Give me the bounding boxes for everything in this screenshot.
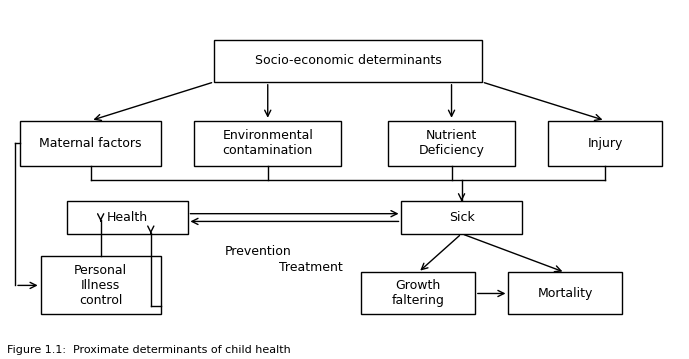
Text: Prevention: Prevention — [225, 245, 291, 258]
Bar — [21, 121, 161, 166]
Text: Nutrient
Deficiency: Nutrient Deficiency — [419, 129, 484, 157]
Text: Injury: Injury — [588, 137, 623, 150]
Text: Sick: Sick — [449, 211, 475, 224]
Text: Personal
Illness
control: Personal Illness control — [74, 264, 127, 307]
Bar — [508, 272, 622, 314]
Bar — [41, 256, 161, 314]
Text: Maternal factors: Maternal factors — [39, 137, 142, 150]
Bar — [388, 121, 515, 166]
Text: Treatment: Treatment — [279, 261, 343, 274]
Bar — [402, 201, 522, 234]
Text: Environmental
contamination: Environmental contamination — [223, 129, 313, 157]
Text: Growth
faltering: Growth faltering — [391, 280, 444, 307]
Bar — [214, 40, 482, 82]
Text: Socio-economic determinants: Socio-economic determinants — [254, 54, 442, 67]
Text: Health: Health — [107, 211, 148, 224]
Text: Figure 1.1:  Proximate determinants of child health: Figure 1.1: Proximate determinants of ch… — [7, 345, 291, 355]
Bar — [361, 272, 475, 314]
Bar — [68, 201, 187, 234]
Text: Mortality: Mortality — [537, 287, 593, 300]
Bar — [548, 121, 662, 166]
Bar — [194, 121, 341, 166]
